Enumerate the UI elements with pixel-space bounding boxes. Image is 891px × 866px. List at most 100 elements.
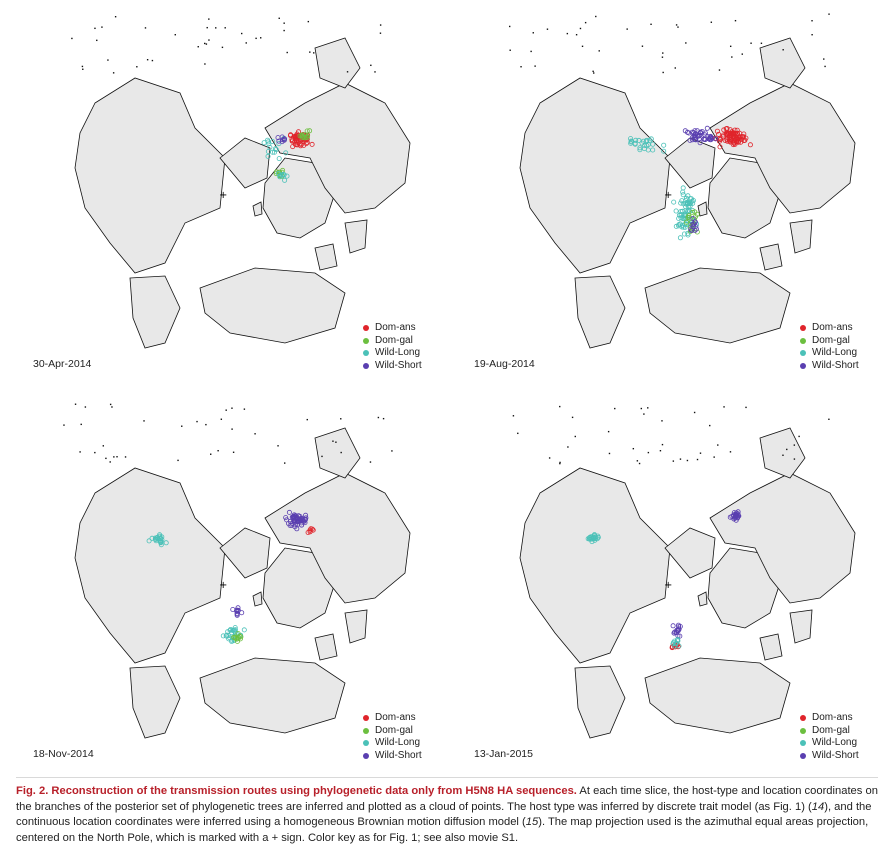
island-speck <box>231 407 233 409</box>
legend-swatch <box>800 362 806 369</box>
legend-label: Dom-gal <box>375 334 413 346</box>
north-pole-marker: + <box>664 580 672 591</box>
sample-point-wild-long <box>648 136 654 142</box>
island-speck <box>204 42 206 45</box>
island-speck <box>638 462 641 465</box>
island-speck <box>335 441 337 443</box>
asia-land <box>709 82 856 214</box>
island-speck <box>734 19 737 22</box>
island-speck <box>731 56 733 58</box>
island-speck <box>512 415 515 417</box>
sample-point-wild-long <box>676 222 682 228</box>
island-speck <box>221 46 224 49</box>
asia-land <box>264 472 411 604</box>
sample-point-dom-gal <box>692 209 698 215</box>
legend-label: Dom-gal <box>812 724 850 736</box>
island-speck <box>105 457 107 460</box>
island-speck <box>109 403 112 406</box>
sample-point-dom-gal <box>303 134 309 140</box>
south-america-land <box>574 665 626 739</box>
north-america-land <box>519 77 671 274</box>
sample-point-dom-gal <box>235 635 241 641</box>
island-speck <box>377 416 380 419</box>
india-land <box>789 609 813 644</box>
island-speck <box>699 452 702 454</box>
sample-point-wild-long <box>632 141 638 147</box>
island-speck <box>210 453 212 455</box>
island-speck <box>662 52 664 54</box>
sample-point-wild-long <box>628 140 634 146</box>
sample-point-wild-short <box>709 135 715 141</box>
island-speck <box>208 39 210 41</box>
island-speck <box>581 45 584 48</box>
sample-point-wild-long <box>636 137 642 143</box>
legend-label: Wild-Short <box>375 359 422 371</box>
island-speck <box>96 39 98 42</box>
island-speck <box>508 25 511 28</box>
island-speck <box>379 32 382 34</box>
sample-point-dom-gal <box>304 128 310 134</box>
europe-land <box>262 547 336 629</box>
sample-point-dom-gal <box>231 634 237 640</box>
island-speck <box>309 51 311 53</box>
sample-point-dom-gal <box>683 219 689 225</box>
island-speck <box>205 43 208 45</box>
island-speck <box>566 32 569 35</box>
arabia-land <box>314 633 338 661</box>
india-land <box>344 609 368 644</box>
legend-label: Dom-ans <box>812 322 853 333</box>
island-speck <box>231 428 233 430</box>
north-pole-marker: + <box>664 190 672 201</box>
sample-point-dom-ans <box>730 142 736 148</box>
island-speck <box>823 58 825 60</box>
island-speck <box>662 71 664 74</box>
sample-point-wild-short <box>302 520 308 526</box>
sample-point-dom-ans <box>747 142 753 148</box>
map-land-group <box>519 37 856 349</box>
island-speck <box>283 22 285 24</box>
sample-point-wild-long <box>678 200 684 206</box>
date-label-1: 30-Apr-2014 <box>33 358 92 370</box>
sample-point-wild-short <box>286 509 292 515</box>
island-speck <box>647 451 650 454</box>
island-speck <box>260 37 262 39</box>
sample-point-dom-ans <box>712 135 718 141</box>
island-speck <box>509 49 511 51</box>
island-speck <box>626 28 628 30</box>
greenland-land <box>664 527 716 579</box>
island-speck <box>225 409 227 411</box>
sample-point-wild-short <box>299 522 305 528</box>
sample-point-wild-long <box>678 208 684 214</box>
island-speck <box>71 37 73 40</box>
legend-4: Dom-ans Dom-gal Wild-Long Wild-Short <box>800 712 859 762</box>
island-speck <box>278 17 280 19</box>
island-speck <box>574 435 576 438</box>
sample-point-wild-long <box>686 207 692 213</box>
map-panel-2: + Dom-ans Dom-gal Wild-Long Wild-Short 19-A… <box>460 8 890 388</box>
sample-point-dom-ans <box>309 141 315 147</box>
legend-label: Dom-ans <box>375 712 416 723</box>
island-speck <box>307 20 310 23</box>
legend-label: Wild-Long <box>375 737 421 748</box>
island-speck <box>243 408 246 410</box>
sample-point-wild-long <box>680 201 686 207</box>
island-speck <box>208 18 210 20</box>
sample-point-dom-ans <box>731 140 737 146</box>
island-speck <box>559 405 561 408</box>
sample-point-wild-short <box>297 514 303 520</box>
island-speck <box>614 407 616 410</box>
europe-land <box>707 547 781 629</box>
north-pole-marker: + <box>219 190 227 201</box>
legend-label: Wild-Short <box>812 359 859 371</box>
sample-point-dom-ans <box>722 137 728 143</box>
legend-label: Wild-Long <box>812 347 858 358</box>
sample-point-wild-short <box>734 515 740 521</box>
sample-point-wild-long <box>661 142 667 148</box>
south-america-land <box>574 275 626 349</box>
island-speck <box>675 24 678 26</box>
sample-point-wild-long <box>677 235 683 241</box>
sample-point-dom-gal <box>307 128 313 134</box>
sample-point-wild-long <box>676 643 682 649</box>
island-speck <box>674 67 676 69</box>
island-speck <box>641 45 644 47</box>
